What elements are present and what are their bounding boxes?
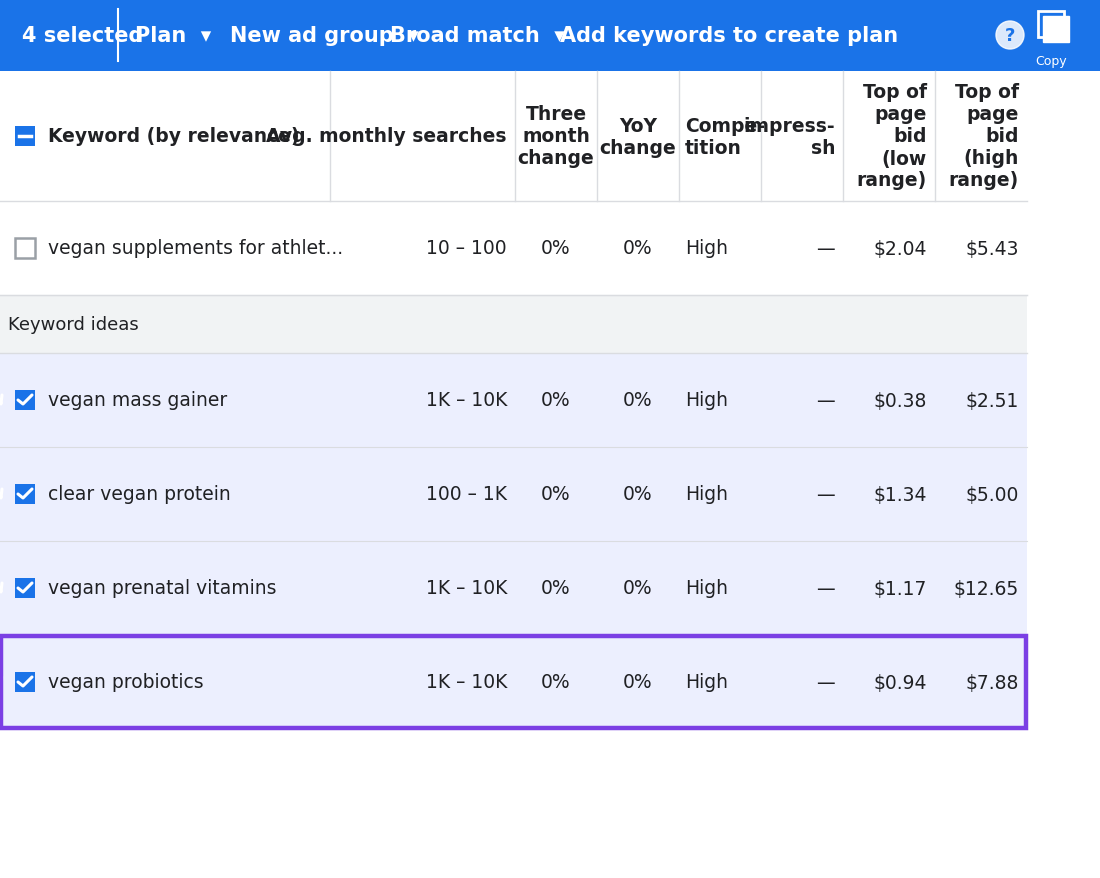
Text: Three
month
change: Three month change [518,105,594,169]
Text: $2.51: $2.51 [966,391,1019,410]
Text: Compe-
tition: Compe- tition [685,117,764,157]
Text: Top of
page
bid
(high
range): Top of page bid (high range) [948,83,1019,191]
Bar [0,0,1100,72]
Text: ?: ? [1004,27,1015,45]
Text: vegan prenatal vitamins: vegan prenatal vitamins [48,579,276,598]
FancyBboxPatch shape [15,239,35,259]
Text: —: — [816,673,835,692]
FancyBboxPatch shape [15,579,35,598]
Text: 0%: 0% [624,673,652,692]
Text: vegan mass gainer: vegan mass gainer [48,391,228,410]
Text: $7.88: $7.88 [966,673,1019,692]
Bar [0,636,1027,729]
Text: 0%: 0% [541,673,571,692]
Text: $2.04: $2.04 [873,239,927,258]
Text: Keyword (by relevance): Keyword (by relevance) [48,127,299,147]
Text: 0%: 0% [624,391,652,410]
Text: $12.65: $12.65 [954,579,1019,598]
Text: 0%: 0% [624,485,652,504]
Bar [0,296,1027,354]
Text: $1.34: $1.34 [873,485,927,504]
Text: 10 – 100: 10 – 100 [427,239,507,258]
Bar [0,542,1027,636]
FancyBboxPatch shape [15,485,35,505]
Text: Add keywords to create plan: Add keywords to create plan [560,26,898,46]
Bar [0,202,1027,296]
Bar [0,354,1027,448]
Text: 1K – 10K: 1K – 10K [426,673,507,692]
Text: 100 – 1K: 100 – 1K [426,485,507,504]
Text: 0%: 0% [624,239,652,258]
Text: impress-
sh: impress- sh [744,117,835,157]
Text: $5.00: $5.00 [966,485,1019,504]
Text: 0%: 0% [624,579,652,598]
Text: $5.43: $5.43 [966,239,1019,258]
Text: New ad group  ▾: New ad group ▾ [230,26,419,46]
Text: vegan probiotics: vegan probiotics [48,673,204,692]
Text: 0%: 0% [541,391,571,410]
Text: High: High [685,485,728,504]
FancyBboxPatch shape [15,673,35,692]
Text: YoY
change: YoY change [600,117,676,157]
Text: —: — [816,485,835,504]
Text: High: High [685,579,728,598]
Text: 1K – 10K: 1K – 10K [426,391,507,410]
Text: Keyword ideas: Keyword ideas [8,315,139,334]
Bar [0,72,1027,202]
Text: 0%: 0% [541,579,571,598]
Text: 1K – 10K: 1K – 10K [426,579,507,598]
Text: Copy: Copy [1035,55,1067,68]
Text: Broad match  ▾: Broad match ▾ [390,26,564,46]
Text: $1.17: $1.17 [873,579,927,598]
Text: 0%: 0% [541,239,571,258]
Text: Avg. monthly searches: Avg. monthly searches [266,127,507,147]
Text: $0.94: $0.94 [873,673,927,692]
Bar [0,448,1027,542]
Text: clear vegan protein: clear vegan protein [48,485,231,504]
Text: $0.38: $0.38 [873,391,927,410]
Text: 0%: 0% [541,485,571,504]
Text: —: — [816,391,835,410]
Text: High: High [685,391,728,410]
Text: High: High [685,673,728,692]
FancyBboxPatch shape [15,391,35,411]
FancyBboxPatch shape [15,126,35,147]
Text: —: — [816,579,835,598]
FancyBboxPatch shape [1043,17,1069,43]
Text: High: High [685,239,728,258]
Text: —: — [816,239,835,258]
Circle shape [996,22,1024,50]
Text: 4 selected: 4 selected [22,26,143,46]
Text: vegan supplements for athlet...: vegan supplements for athlet... [48,239,343,258]
Text: Top of
page
bid
(low
range): Top of page bid (low range) [857,83,927,191]
Text: Plan  ▾: Plan ▾ [135,26,211,46]
